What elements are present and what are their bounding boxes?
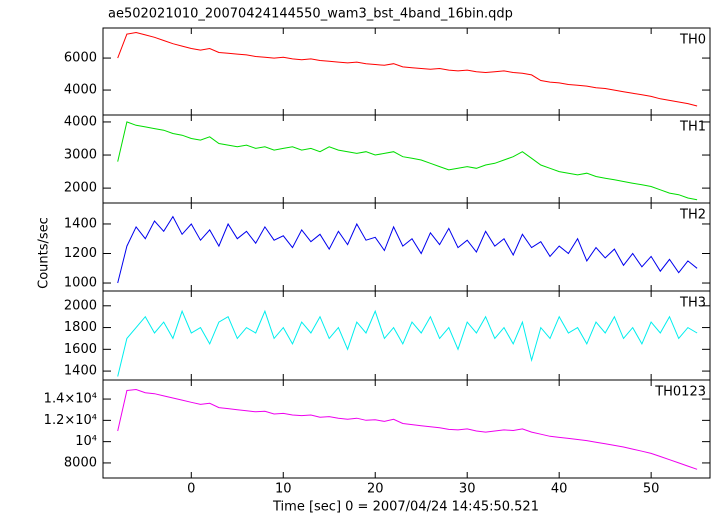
y-tick-label: 4000	[64, 114, 97, 129]
panel-frame	[102, 27, 711, 116]
y-tick-label: 1400	[64, 216, 97, 231]
x-tick-label: 0	[187, 482, 195, 497]
panel-label: TH0123	[654, 385, 706, 400]
y-tick-label: 1400	[64, 364, 97, 379]
panel-label: TH1	[679, 120, 706, 135]
y-tick-label: 3000	[64, 148, 97, 163]
x-tick-label: 30	[459, 482, 476, 497]
panel-frame	[102, 379, 711, 479]
panel-label: TH3	[679, 296, 706, 311]
y-tick-label: 1200	[64, 246, 97, 261]
y-tick-label: 6000	[64, 51, 97, 66]
panel-label: TH2	[679, 208, 706, 223]
panel-frame	[102, 114, 711, 204]
light-curve	[117, 31, 698, 107]
y-axis-label: Counts/sec	[37, 217, 52, 289]
y-tick-label: 1.4×10⁴	[44, 392, 97, 407]
light-curve	[117, 215, 698, 284]
y-tick-label: 1.2×10⁴	[44, 413, 97, 428]
x-axis-label: Time [sec] 0 = 2007/04/24 14:45:50.521	[272, 500, 539, 515]
y-tick-label: 8000	[64, 455, 97, 470]
x-tick-label: 10	[275, 482, 292, 497]
light-curve	[117, 121, 698, 201]
x-tick-label: 40	[551, 482, 568, 497]
y-tick-label: 2000	[64, 181, 97, 196]
y-tick-label: 10⁴	[75, 434, 97, 449]
y-tick-label: 4000	[64, 83, 97, 98]
panel-frame	[102, 202, 711, 292]
y-tick-label: 1800	[64, 320, 97, 335]
chart-title: ae502021010_20070424144550_wam3_bst_4ban…	[108, 7, 513, 22]
y-tick-label: 1000	[64, 276, 97, 291]
light-curve	[117, 309, 698, 377]
y-tick-label: 2000	[64, 298, 97, 313]
x-tick-label: 20	[367, 482, 384, 497]
y-tick-label: 1600	[64, 342, 97, 357]
x-tick-label: 50	[643, 482, 660, 497]
light-curve	[117, 388, 698, 470]
panel-label: TH0	[679, 33, 706, 48]
